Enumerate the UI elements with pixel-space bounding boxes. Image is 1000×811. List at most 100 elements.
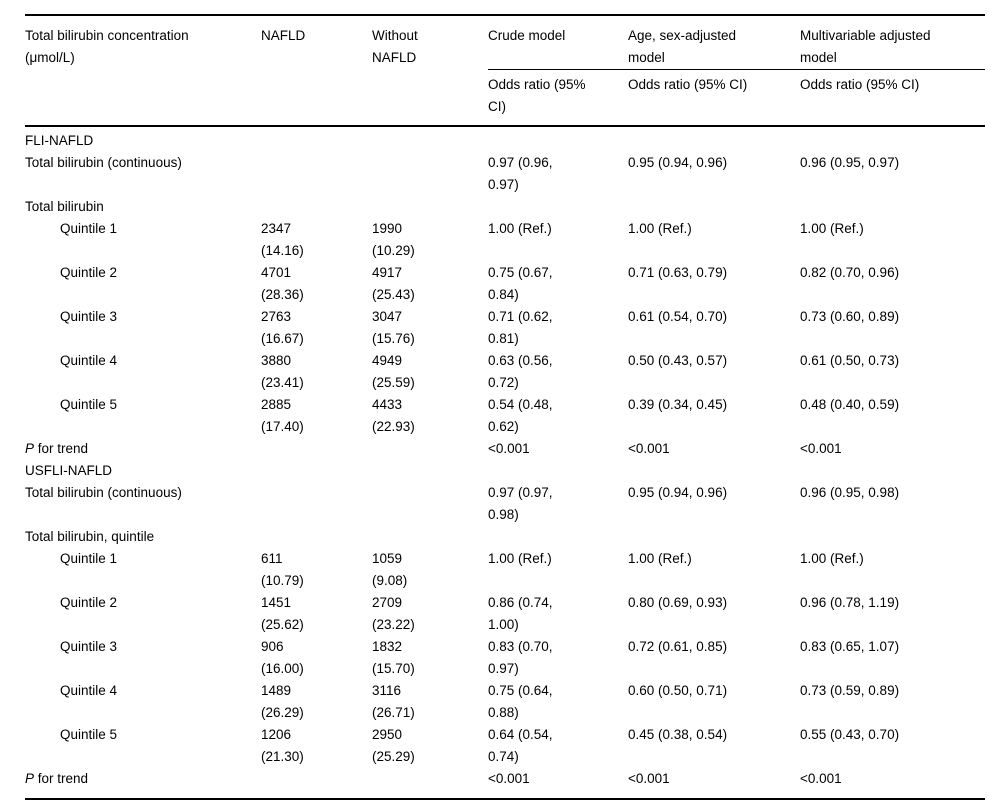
col-header-crude-model: Crude model bbox=[488, 28, 566, 43]
odds-ratio-crude: 1.00 (Ref.) bbox=[488, 551, 552, 566]
odds-ratio-age-sex: 0.72 (0.61, 0.85) bbox=[628, 639, 728, 654]
subheader-odds-ratio-crude: Odds ratio (95% CI) bbox=[488, 69, 628, 126]
nafld-count: 1489 (26.29) bbox=[261, 683, 304, 720]
section-title-usfli-nafld: USFLI-NAFLD bbox=[25, 463, 113, 478]
empty-cell bbox=[261, 152, 372, 196]
table-row: Quintile 4 1489 (26.29) 3116 (26.71) 0.7… bbox=[25, 680, 985, 724]
odds-ratio-multivariable: 0.83 (0.65, 1.07) bbox=[800, 639, 900, 654]
odds-ratio-multivariable: 1.00 (Ref.) bbox=[800, 221, 864, 236]
odds-ratio-multivariable: 0.73 (0.59, 0.89) bbox=[800, 683, 900, 698]
odds-ratio-crude: 0.63 (0.56, 0.72) bbox=[488, 353, 553, 390]
odds-ratio-crude: 0.71 (0.62, 0.81) bbox=[488, 309, 553, 346]
odds-ratio-crude: 0.83 (0.70, 0.97) bbox=[488, 639, 553, 676]
empty-cell bbox=[372, 438, 488, 460]
without-nafld-count: 2709 (23.22) bbox=[372, 595, 415, 632]
table-row: Quintile 5 1206 (21.30) 2950 (25.29) 0.6… bbox=[25, 724, 985, 768]
row-label-quintile: Quintile 3 bbox=[60, 639, 118, 654]
row-label-quintile: Quintile 4 bbox=[60, 353, 118, 368]
table-row: Quintile 2 1451 (25.62) 2709 (23.22) 0.8… bbox=[25, 592, 985, 636]
empty-cell bbox=[261, 438, 372, 460]
table-row: Quintile 2 4701 (28.36) 4917 (25.43) 0.7… bbox=[25, 262, 985, 306]
odds-ratio-age-sex: 1.00 (Ref.) bbox=[628, 551, 692, 566]
without-nafld-count: 4433 (22.93) bbox=[372, 397, 415, 434]
nafld-count: 4701 (28.36) bbox=[261, 265, 304, 302]
p-value-crude: <0.001 bbox=[488, 441, 530, 456]
table-row: Quintile 1 2347 (14.16) 1990 (10.29) 1.0… bbox=[25, 218, 985, 262]
table-row: Total bilirubin (continuous) 0.97 (0.96,… bbox=[25, 152, 985, 196]
odds-ratio-multivariable: 0.61 (0.50, 0.73) bbox=[800, 353, 900, 368]
without-nafld-count: 3047 (15.76) bbox=[372, 309, 415, 346]
odds-ratio-crude: 0.75 (0.64, 0.88) bbox=[488, 683, 553, 720]
row-label-continuous: Total bilirubin (continuous) bbox=[25, 485, 182, 500]
subheader-odds-ratio-multivariable: Odds ratio (95% CI) bbox=[800, 69, 985, 126]
p-value-multivariable: <0.001 bbox=[800, 441, 842, 456]
table-row: FLI-NAFLD bbox=[25, 125, 985, 152]
p-value-age-sex: <0.001 bbox=[628, 441, 670, 456]
odds-ratio-multivariable: 0.82 (0.70, 0.96) bbox=[800, 265, 900, 280]
col-header-multivariable-adjusted-model: Multivariable adjusted model bbox=[800, 28, 931, 65]
p-symbol: P bbox=[25, 771, 35, 786]
odds-ratio-age-sex: 0.95 (0.94, 0.96) bbox=[628, 155, 728, 170]
odds-ratio-crude: 0.75 (0.67, 0.84) bbox=[488, 265, 553, 302]
table-row: Quintile 5 2885 (17.40) 4433 (22.93) 0.5… bbox=[25, 394, 985, 438]
nafld-count: 1451 (25.62) bbox=[261, 595, 304, 632]
odds-ratio-multivariable: 1.00 (Ref.) bbox=[800, 551, 864, 566]
col-header-bilirubin-concentration: Total bilirubin concentration (μmol/L) bbox=[25, 28, 189, 65]
empty-cell bbox=[372, 482, 488, 526]
table-row: USFLI-NAFLD bbox=[25, 460, 985, 482]
p-value-age-sex: <0.001 bbox=[628, 771, 670, 786]
nafld-count: 3880 (23.41) bbox=[261, 353, 304, 390]
row-label-quintile: Quintile 2 bbox=[60, 595, 118, 610]
row-label-quintile: Quintile 1 bbox=[60, 551, 118, 566]
group-label-total-bilirubin: Total bilirubin bbox=[25, 199, 104, 214]
p-symbol: P bbox=[25, 441, 35, 456]
odds-ratio-age-sex: 0.71 (0.63, 0.79) bbox=[628, 265, 728, 280]
p-value-multivariable: <0.001 bbox=[800, 771, 842, 786]
odds-ratio-crude: 0.54 (0.48, 0.62) bbox=[488, 397, 553, 434]
col-header-without-nafld: Without NAFLD bbox=[372, 28, 418, 65]
odds-ratio-crude: 1.00 (Ref.) bbox=[488, 221, 552, 236]
table-row: Quintile 3 2763 (16.67) 3047 (15.76) 0.7… bbox=[25, 306, 985, 350]
odds-ratio-multivariable: 0.96 (0.95, 0.98) bbox=[800, 485, 900, 500]
odds-ratio-multivariable: 0.96 (0.95, 0.97) bbox=[800, 155, 900, 170]
p-for-trend-label: P for trend bbox=[25, 438, 261, 460]
table-row: P for trend <0.001 <0.001 <0.001 bbox=[25, 438, 985, 460]
table-row: Total bilirubin bbox=[25, 196, 985, 218]
table-row: Total bilirubin, quintile bbox=[25, 526, 985, 548]
table-row: Quintile 3 906 (16.00) 1832 (15.70) 0.83… bbox=[25, 636, 985, 680]
odds-ratio-age-sex: 0.61 (0.54, 0.70) bbox=[628, 309, 728, 324]
odds-ratio-multivariable: 0.55 (0.43, 0.70) bbox=[800, 727, 900, 742]
row-label-quintile: Quintile 1 bbox=[60, 221, 118, 236]
row-label-quintile: Quintile 5 bbox=[60, 397, 118, 412]
p-value-crude: <0.001 bbox=[488, 771, 530, 786]
odds-ratio-age-sex: 0.45 (0.38, 0.54) bbox=[628, 727, 728, 742]
odds-ratio-age-sex: 0.80 (0.69, 0.93) bbox=[628, 595, 728, 610]
nafld-count: 611 (10.79) bbox=[261, 551, 304, 588]
row-label-quintile: Quintile 2 bbox=[60, 265, 118, 280]
col-header-age-sex-adjusted-model: Age, sex-adjusted model bbox=[628, 28, 737, 65]
odds-ratio-multivariable: 0.48 (0.40, 0.59) bbox=[800, 397, 900, 412]
empty-cell bbox=[372, 152, 488, 196]
odds-ratio-crude: 0.97 (0.96, 0.97) bbox=[488, 155, 553, 192]
without-nafld-count: 4917 (25.43) bbox=[372, 265, 415, 302]
subheader-odds-ratio-age-sex: Odds ratio (95% CI) bbox=[628, 69, 800, 126]
odds-ratio-crude: 0.97 (0.97, 0.98) bbox=[488, 485, 553, 522]
odds-ratio-crude: 0.86 (0.74, 1.00) bbox=[488, 595, 553, 632]
without-nafld-count: 2950 (25.29) bbox=[372, 727, 415, 764]
nafld-count: 2347 (14.16) bbox=[261, 221, 304, 258]
without-nafld-count: 1990 (10.29) bbox=[372, 221, 415, 258]
nafld-count: 2763 (16.67) bbox=[261, 309, 304, 346]
row-label-quintile: Quintile 5 bbox=[60, 727, 118, 742]
without-nafld-count: 1059 (9.08) bbox=[372, 551, 408, 588]
row-label-quintile: Quintile 4 bbox=[60, 683, 118, 698]
table-row: Total bilirubin (continuous) 0.97 (0.97,… bbox=[25, 482, 985, 526]
odds-ratio-multivariable: 0.73 (0.60, 0.89) bbox=[800, 309, 900, 324]
odds-ratio-age-sex: 0.39 (0.34, 0.45) bbox=[628, 397, 728, 412]
nafld-count: 1206 (21.30) bbox=[261, 727, 304, 764]
without-nafld-count: 3116 (26.71) bbox=[372, 683, 415, 720]
row-label-quintile: Quintile 3 bbox=[60, 309, 118, 324]
group-label-total-bilirubin-quintile: Total bilirubin, quintile bbox=[25, 529, 155, 544]
odds-ratio-age-sex: 1.00 (Ref.) bbox=[628, 221, 692, 236]
table-row: P for trend <0.001 <0.001 <0.001 bbox=[25, 768, 985, 799]
empty-cell bbox=[372, 768, 488, 799]
